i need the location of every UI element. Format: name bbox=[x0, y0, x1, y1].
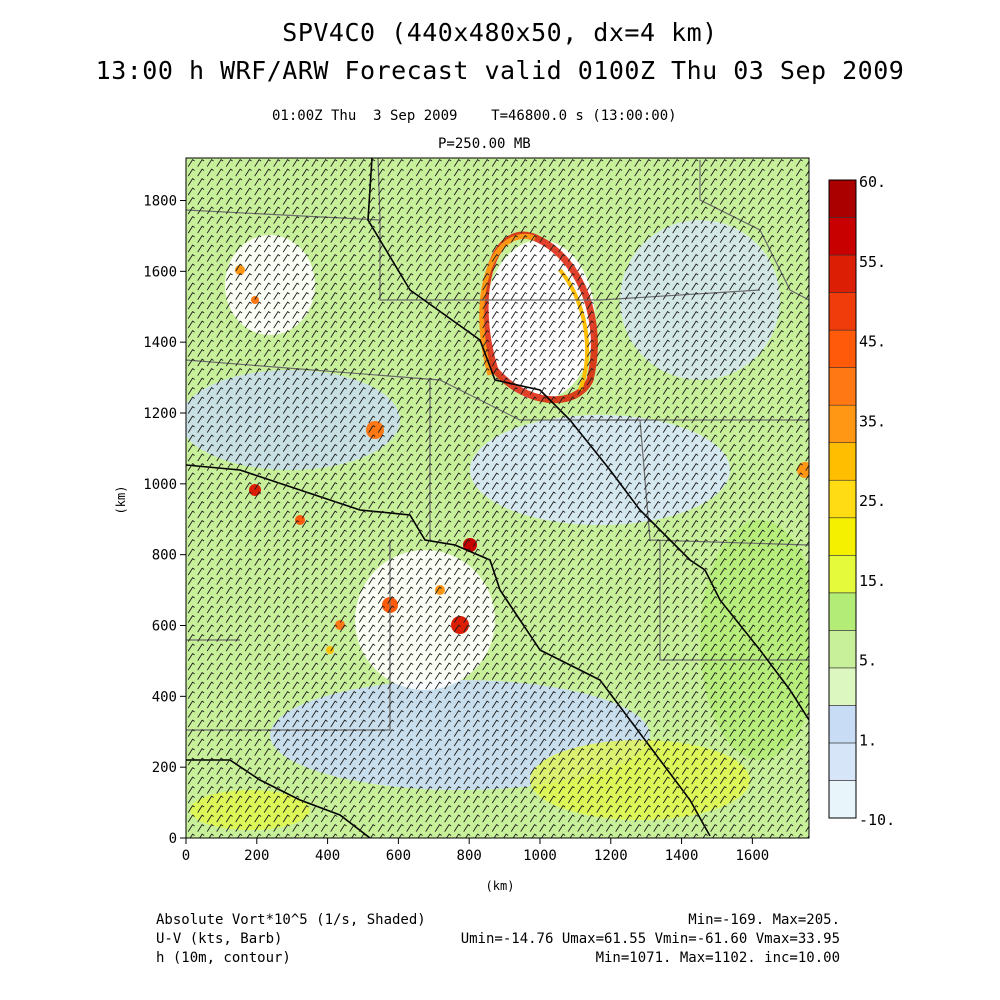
colorbar-swatch bbox=[828, 367, 857, 406]
colorbar-swatch bbox=[828, 780, 857, 819]
colorbar-swatch bbox=[828, 292, 857, 331]
colorbar-swatch bbox=[828, 254, 857, 293]
colorbar-swatch bbox=[828, 442, 857, 481]
y-tick-label: 600 bbox=[152, 619, 177, 635]
x-axis: 0 200 400 600 800 1000 1200 1400 1600 bbox=[182, 838, 769, 864]
y-tick-label: 200 bbox=[152, 760, 177, 776]
y-tick-label: 1200 bbox=[143, 406, 177, 422]
title-line-2: 13:00 h WRF/ARW Forecast valid 0100Z Thu… bbox=[95, 56, 905, 85]
x-tick-label: 1600 bbox=[736, 848, 770, 864]
colorbar-label: 15. bbox=[859, 572, 886, 590]
y-axis-title: (km) bbox=[114, 486, 128, 515]
colorbar-label: 45. bbox=[859, 333, 886, 351]
y-tick-label: 1800 bbox=[143, 194, 177, 210]
valid-time-line: 01:00Z Thu 3 Sep 2009 T=46800.0 s (13:00… bbox=[272, 108, 677, 124]
colorbar-swatch bbox=[828, 404, 857, 444]
x-tick-label: 400 bbox=[315, 848, 340, 864]
colorbar: 60. 55. 45. 35. 25. 15. 5. 1. -10. bbox=[828, 173, 895, 829]
colorbar-swatch bbox=[828, 742, 857, 781]
colorbar-swatch bbox=[828, 667, 857, 706]
y-tick-label: 400 bbox=[152, 689, 177, 705]
field-1-stats: Min=-169. Max=205. bbox=[688, 912, 840, 928]
colorbar-label: 60. bbox=[859, 173, 886, 191]
y-tick-label: 1600 bbox=[143, 264, 177, 280]
y-axis: 0 200 400 600 800 1000 1200 1400 1600 1800 bbox=[143, 194, 186, 847]
colorbar-swatch bbox=[828, 554, 857, 594]
colorbar-swatch bbox=[828, 630, 857, 669]
y-tick-label: 800 bbox=[152, 548, 177, 564]
title-line-1: SPV4C0 (440x480x50, dx=4 km) bbox=[282, 18, 718, 47]
y-tick-label: 0 bbox=[169, 831, 177, 847]
field-2-stats: Umin=-14.76 Umax=61.55 Vmin=-61.60 Vmax=… bbox=[460, 931, 840, 947]
plot-area bbox=[185, 157, 810, 839]
x-tick-label: 200 bbox=[244, 848, 269, 864]
y-tick-label: 1000 bbox=[143, 477, 177, 493]
colorbar-label: 1. bbox=[859, 731, 877, 749]
x-tick-label: 800 bbox=[457, 848, 482, 864]
colorbar-swatch bbox=[828, 592, 857, 631]
field-3-stats: Min=1071. Max=1102. inc=10.00 bbox=[595, 950, 840, 966]
colorbar-swatch bbox=[828, 517, 857, 556]
field-2-name: U-V (kts, Barb) bbox=[156, 931, 283, 947]
pressure-level-line: P=250.00 MB bbox=[438, 136, 531, 152]
colorbar-label: -10. bbox=[859, 811, 895, 829]
wind-barbs bbox=[186, 158, 809, 838]
colorbar-label: 35. bbox=[859, 412, 886, 430]
x-tick-label: 1000 bbox=[523, 848, 557, 864]
x-tick-label: 1400 bbox=[665, 848, 699, 864]
colorbar-swatch bbox=[828, 217, 857, 256]
x-tick-label: 1200 bbox=[594, 848, 628, 864]
colorbar-label: 5. bbox=[859, 652, 877, 670]
y-tick-label: 1400 bbox=[143, 335, 177, 351]
field-1-name: Absolute Vort*10^5 (1/s, Shaded) bbox=[156, 912, 426, 928]
x-tick-label: 0 bbox=[182, 848, 190, 864]
colorbar-label: 55. bbox=[859, 253, 886, 271]
colorbar-label: 25. bbox=[859, 492, 886, 510]
colorbar-swatch bbox=[828, 179, 857, 218]
field-3-name: h (10m, contour) bbox=[156, 950, 291, 966]
colorbar-swatch bbox=[828, 705, 857, 744]
colorbar-swatch bbox=[828, 329, 857, 368]
x-axis-title: (km) bbox=[486, 879, 515, 893]
x-tick-label: 600 bbox=[386, 848, 411, 864]
colorbar-swatch bbox=[828, 479, 857, 519]
